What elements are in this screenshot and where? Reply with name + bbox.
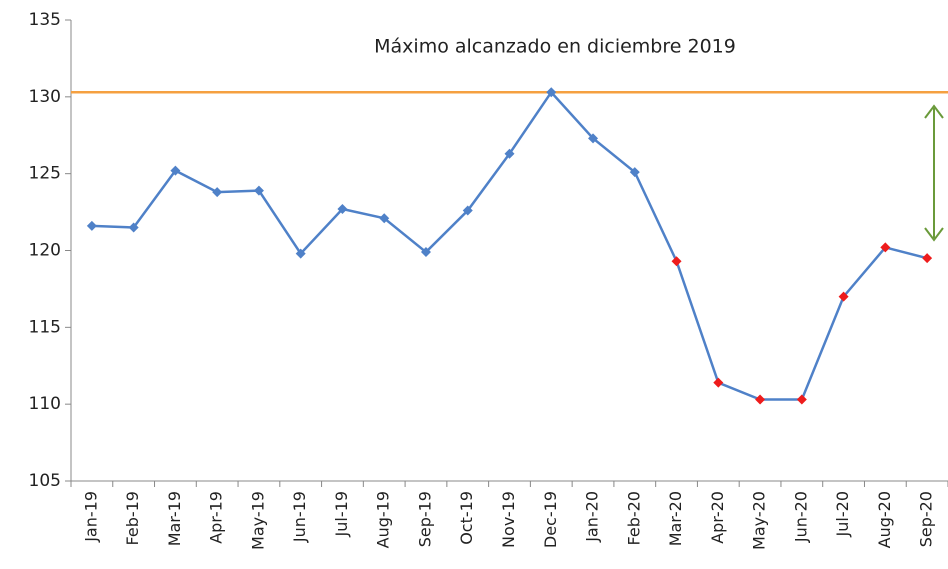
marker xyxy=(379,213,390,224)
series-line xyxy=(91,90,928,401)
marker xyxy=(755,394,766,405)
marker xyxy=(86,220,97,231)
marker xyxy=(170,165,181,176)
x-tick-label: Mar-19 xyxy=(165,491,184,546)
x-tick-label: Apr-19 xyxy=(207,491,226,544)
x-tick-label: May-20 xyxy=(750,491,769,550)
marker xyxy=(420,247,431,258)
marker xyxy=(922,253,933,264)
marker xyxy=(713,377,724,388)
marker xyxy=(880,242,891,253)
x-tick-label: Feb-19 xyxy=(123,491,142,545)
y-tick-label: 115 xyxy=(29,317,61,337)
x-tick-label: Apr-20 xyxy=(708,491,727,544)
marker xyxy=(546,87,557,98)
marker xyxy=(629,167,640,178)
marker xyxy=(796,394,807,405)
x-tick-label: Sep-20 xyxy=(917,491,936,547)
x-tick-label: Aug-20 xyxy=(875,491,894,548)
range-arrow xyxy=(924,104,944,242)
marker xyxy=(671,256,682,267)
x-tick-label: Dec-19 xyxy=(541,491,560,548)
marker xyxy=(212,187,223,198)
x-tick-label: May-19 xyxy=(248,491,267,550)
marker xyxy=(588,133,599,144)
x-tick-label: Jul-19 xyxy=(332,491,351,537)
annotation: Máximo alcanzado en diciembre 2019 xyxy=(374,36,736,58)
marker xyxy=(295,248,306,259)
marker xyxy=(337,204,348,215)
x-tick-label: Jun-20 xyxy=(791,491,810,543)
marker xyxy=(504,148,515,159)
x-tick-label: Oct-19 xyxy=(457,491,476,545)
x-tick-label: Sep-19 xyxy=(415,491,434,547)
x-tick-label: Mar-20 xyxy=(666,491,685,546)
x-tick-label: Jan-20 xyxy=(583,491,602,543)
x-tick-label: Jun-19 xyxy=(290,491,309,543)
marker xyxy=(253,185,264,196)
y-tick-label: 120 xyxy=(29,241,61,261)
x-tick-label: Nov-19 xyxy=(499,491,518,548)
marker xyxy=(462,205,473,216)
x-tick-label: Aug-19 xyxy=(374,491,393,548)
marker xyxy=(128,222,139,233)
y-tick-label: 130 xyxy=(29,87,61,107)
y-tick-label: 110 xyxy=(29,394,61,414)
y-tick-label: 105 xyxy=(29,471,61,491)
x-tick-label: Feb-20 xyxy=(624,491,643,545)
y-tick-label: 125 xyxy=(29,164,61,184)
marker xyxy=(838,291,849,302)
x-tick-label: Jan-19 xyxy=(81,491,100,543)
x-tick-label: Jul-20 xyxy=(833,491,852,537)
y-tick-label: 135 xyxy=(29,10,61,30)
